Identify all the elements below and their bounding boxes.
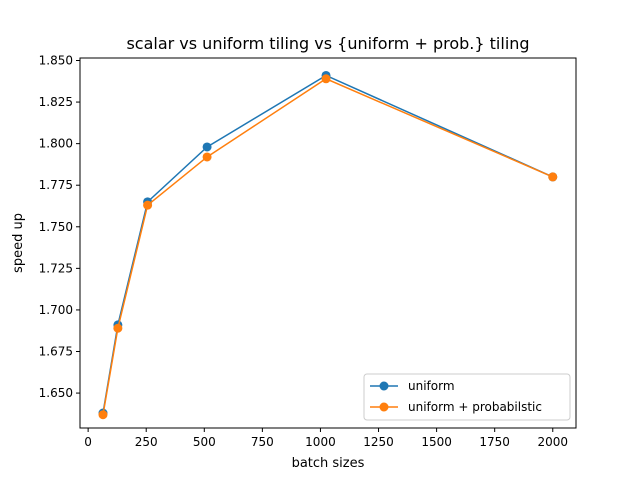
x-tick-label: 1000	[305, 435, 336, 449]
x-tick-label: 1750	[479, 435, 510, 449]
x-tick-label: 500	[193, 435, 216, 449]
legend-box	[363, 373, 571, 421]
y-tick-label: 1.675	[39, 345, 73, 359]
y-axis-ticks: 1.650 1.675 1.700 1.725 1.750 1.775 1.800 1.825…	[39, 53, 80, 400]
x-tick-label: 1500	[421, 435, 452, 449]
y-tick-label: 1.700	[39, 303, 73, 317]
series-1-point	[98, 410, 108, 420]
series-1-point	[202, 152, 212, 162]
chart-title: scalar vs uniform tiling vs {uniform + p…	[126, 34, 529, 53]
y-tick-label: 1.775	[39, 178, 73, 192]
series-0-point	[202, 142, 212, 152]
x-tick-label: 250	[135, 435, 158, 449]
legend-items: uniform uniform + probabilstic	[370, 379, 542, 414]
legend: uniform uniform + probabilstic	[363, 373, 571, 421]
x-axis-ticks: 0 250 500 750 1000 1250 1500 1750 2000	[84, 428, 568, 449]
y-axis-label: speed up	[11, 213, 26, 273]
legend-label-0: uniform	[408, 379, 455, 393]
x-axis-label: batch sizes	[292, 456, 365, 471]
series-1-point	[113, 323, 123, 333]
legend-marker-1	[379, 402, 389, 412]
y-tick-label: 1.725	[39, 261, 73, 275]
plot-frame	[79, 57, 577, 429]
x-tick-label: 2000	[537, 435, 568, 449]
series-layer	[98, 70, 558, 420]
series-1-point	[143, 200, 153, 210]
x-tick-label: 750	[251, 435, 274, 449]
series-line-1	[102, 77, 554, 415]
series-1-point	[321, 74, 331, 84]
x-tick-label: 1250	[363, 435, 394, 449]
x-tick-label: 0	[84, 435, 92, 449]
y-tick-label: 1.825	[39, 95, 73, 109]
legend-marker-0	[379, 381, 389, 391]
y-tick-label: 1.750	[39, 220, 73, 234]
series-1-point	[548, 172, 558, 182]
y-tick-label: 1.850	[39, 53, 73, 67]
legend-label-1: uniform + probabilstic	[408, 400, 542, 414]
y-tick-label: 1.650	[39, 386, 73, 400]
y-tick-label: 1.800	[39, 137, 73, 151]
